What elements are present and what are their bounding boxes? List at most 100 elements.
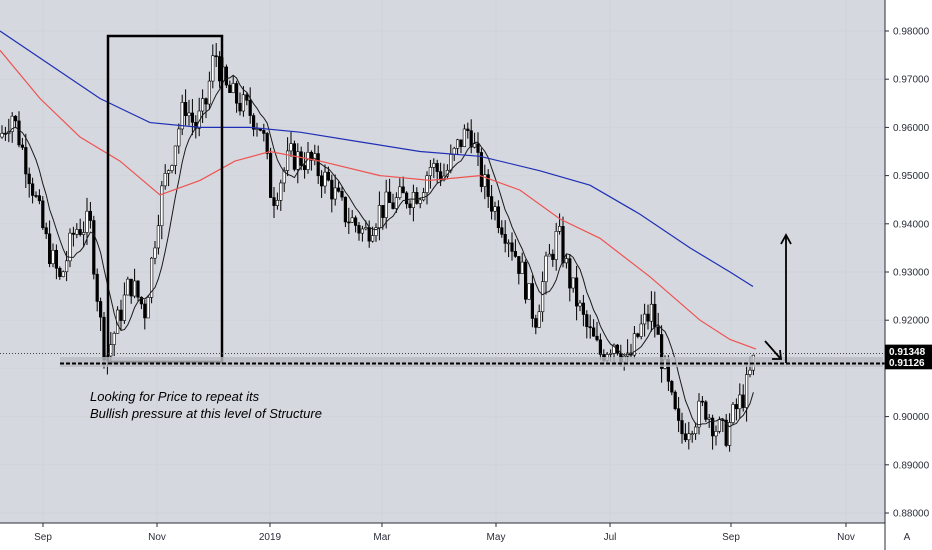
candle-body — [483, 174, 487, 187]
y-tick-label: 0.95000 — [893, 171, 930, 182]
price-label: 0.91348 — [889, 347, 926, 358]
candle-body — [224, 66, 229, 86]
time-axis[interactable]: Sep Nov 2019 Mar May Jul Sep Nov — [0, 522, 885, 543]
candle-body — [201, 98, 205, 112]
candle-body — [588, 326, 592, 329]
y-tick-label: 0.89000 — [893, 460, 930, 471]
candle-body — [537, 311, 541, 328]
candle-body — [126, 278, 130, 296]
candle-body — [438, 171, 443, 181]
candle-body — [506, 242, 511, 245]
candle-body — [333, 187, 337, 200]
moving-averages — [0, 30, 757, 428]
candle-body — [520, 261, 524, 274]
candle-body — [146, 297, 150, 319]
candle-body — [374, 227, 378, 236]
candle-body — [527, 283, 531, 300]
candle-body — [326, 171, 331, 181]
candle-body — [724, 419, 728, 446]
ma-fast-line — [1, 74, 754, 428]
candle-body — [214, 55, 218, 58]
candle-body — [598, 339, 602, 355]
candle-body — [282, 170, 286, 184]
candle-body — [452, 148, 456, 155]
candle-body — [636, 333, 640, 337]
candle-body — [296, 151, 300, 170]
y-tick-label: 0.92000 — [893, 316, 930, 327]
candle-body — [517, 256, 521, 274]
candle-body — [612, 344, 616, 354]
candle-body — [731, 404, 735, 423]
candle-body — [493, 206, 497, 212]
down-arrow-line[interactable] — [764, 340, 781, 359]
candle-body — [323, 171, 327, 187]
candle-body — [727, 422, 732, 446]
candle-body — [415, 191, 419, 204]
y-tick-label: 0.94000 — [893, 219, 930, 230]
candle-body — [51, 249, 55, 265]
candle-body — [211, 55, 215, 82]
candle-body — [47, 233, 52, 265]
candle-body — [639, 323, 643, 337]
candle-body — [500, 227, 504, 235]
x-tick-label: Sep — [722, 532, 740, 543]
candle-body — [34, 195, 38, 197]
y-tick-label: 0.96000 — [893, 123, 930, 134]
candle-body — [92, 220, 96, 275]
candle-body — [683, 433, 687, 441]
candle-body — [551, 253, 555, 260]
annotation-line-1: Looking for Price to repeat its — [90, 389, 260, 404]
candle-body — [489, 196, 494, 212]
candle-body — [245, 94, 249, 101]
candle-body — [228, 84, 232, 93]
candle-body — [41, 200, 45, 229]
candle-body — [534, 318, 538, 328]
axis-background — [885, 0, 932, 550]
price-axis[interactable]: 0.98000 0.97000 0.96000 0.95000 0.94000 0.930… — [884, 0, 930, 550]
candle-body — [547, 253, 551, 257]
candle-body — [187, 112, 191, 117]
annotation-line-2: Bullish pressure at this level of Struct… — [90, 406, 322, 421]
y-tick-label: 0.98000 — [893, 27, 930, 38]
candle-body — [241, 94, 246, 112]
candle-body — [275, 200, 280, 206]
candle-body — [578, 302, 582, 307]
gridlines — [0, 0, 885, 523]
candle-body — [85, 210, 89, 233]
ma-red-line — [0, 49, 757, 350]
candle-body — [381, 205, 385, 218]
candle-body — [704, 401, 708, 420]
candle-body — [591, 327, 596, 337]
candle-body — [14, 115, 18, 122]
candle-body — [136, 280, 140, 298]
candle-body — [129, 278, 133, 297]
candle-body — [659, 334, 664, 369]
candle-body — [143, 303, 147, 319]
candle-body — [676, 408, 681, 421]
candle-body — [377, 205, 382, 228]
structure-zone[interactable] — [60, 357, 883, 367]
candle-body — [68, 232, 72, 262]
candle-body — [177, 128, 181, 147]
candle-body — [207, 80, 212, 105]
candle-body — [0, 133, 4, 138]
candle-body — [571, 277, 575, 289]
candle-body — [544, 255, 548, 283]
candle-body — [564, 258, 568, 264]
candle-body — [173, 145, 178, 166]
candle-body — [741, 394, 745, 408]
candle-body — [58, 267, 62, 277]
y-tick-label: 0.90000 — [893, 412, 930, 423]
candle-body — [585, 314, 589, 328]
candle-body — [347, 221, 351, 224]
candle-body — [449, 154, 453, 171]
candle-body — [510, 242, 514, 252]
x-tick-label: May — [487, 532, 506, 543]
candle-body — [700, 400, 704, 403]
candle-body — [17, 120, 21, 146]
ma-blue-line — [0, 30, 754, 288]
candle-body — [238, 102, 242, 112]
candle-body — [360, 228, 365, 234]
auto-scale-button[interactable]: A — [904, 532, 911, 543]
